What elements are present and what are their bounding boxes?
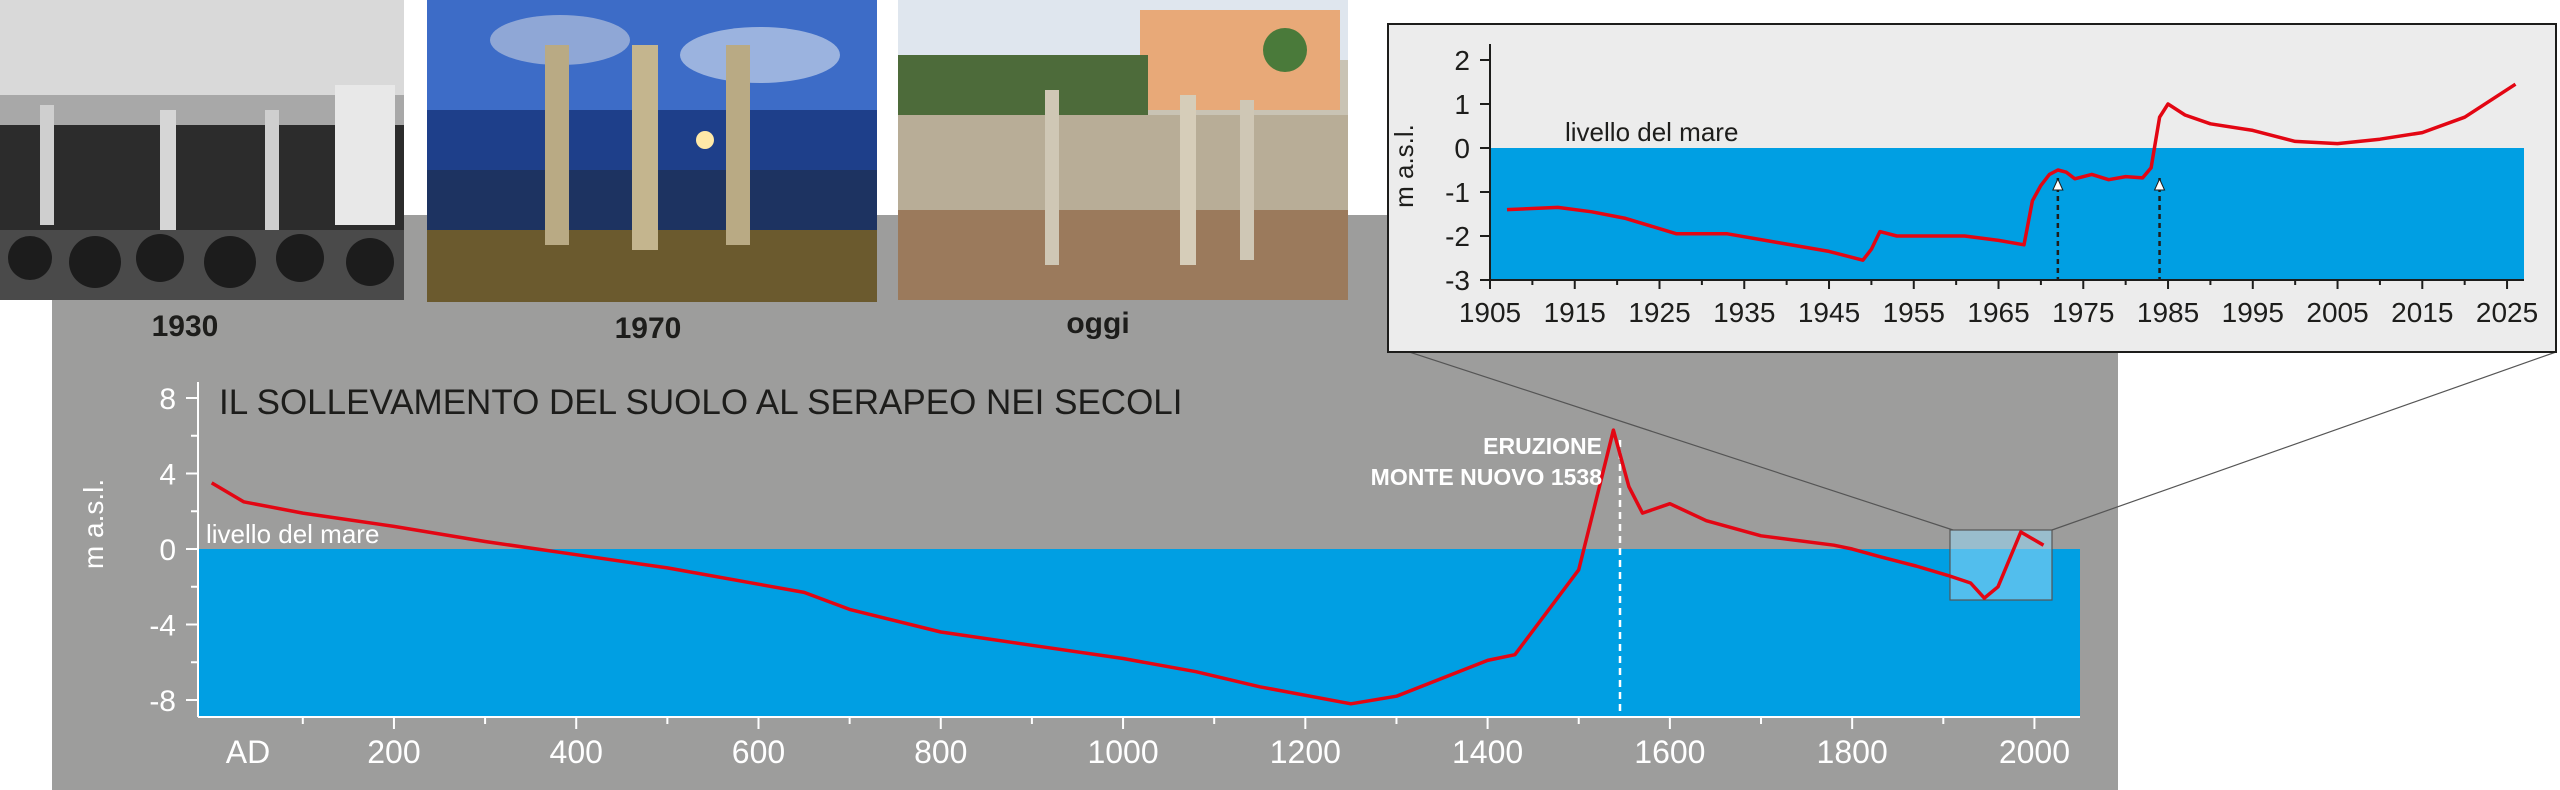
photo-1930 — [0, 0, 404, 300]
inset-chart: 2 1 0 -1 -2 -3 1905 1915 1925 1935 1945 1955 1965 19… — [1387, 23, 2557, 353]
main-x-tick-label: 1600 — [1634, 734, 1705, 770]
main-sea-level-label: livello del mare — [206, 519, 379, 549]
sea-below-level-area — [198, 549, 2080, 717]
main-ad-label: AD — [226, 734, 270, 770]
inset-marker-arrow-icon — [2153, 177, 2166, 191]
inset-x-tick-label: 2005 — [2306, 297, 2368, 328]
main-chart-title: IL SOLLEVAMENTO DEL SUOLO AL SERAPEO NEI… — [219, 383, 1183, 422]
inset-y-tick-label: -2 — [1445, 221, 1470, 252]
main-y-tick-label: 8 — [159, 383, 176, 416]
inset-x-tick-label: 1965 — [1967, 297, 2029, 328]
inset-x-tick-label: 2015 — [2391, 297, 2453, 328]
inset-y-tick-label: 0 — [1454, 133, 1470, 164]
inset-y-tick-label: 1 — [1454, 89, 1470, 120]
main-y-tick-label: 4 — [159, 459, 176, 492]
inset-x-tick-label: 1955 — [1883, 297, 1945, 328]
main-x-tick-label: 800 — [914, 734, 967, 770]
main-series-line — [210, 428, 2045, 706]
main-x-tick-label: 600 — [732, 734, 785, 770]
main-x-tick-label: 1200 — [1270, 734, 1341, 770]
photo-1970 — [427, 0, 877, 302]
inset-x-tick-label: 2025 — [2476, 297, 2538, 328]
main-x-tick-label: 1800 — [1817, 734, 1888, 770]
main-x-tick-label: 1000 — [1087, 734, 1158, 770]
inset-x-tick-label: 1925 — [1628, 297, 1690, 328]
inset-y-axis-label: m a.s.l. — [1389, 124, 1419, 208]
photo-today — [898, 0, 1348, 300]
inset-x-tick-label: 1905 — [1459, 297, 1521, 328]
photo-1930-caption: 1930 — [152, 310, 219, 343]
inset-sea-level-label: livello del mare — [1565, 117, 1738, 147]
inset-x-tick-label: 1995 — [2222, 297, 2284, 328]
inset-y-tick-label: -1 — [1445, 177, 1470, 208]
inset-marker-arrow-icon — [2052, 177, 2064, 191]
inset-y-tick-label: 2 — [1454, 45, 1470, 76]
inset-x-tick-label: 1915 — [1544, 297, 1606, 328]
photo-1970-caption: 1970 — [615, 312, 682, 345]
zoom-connector-top — [1387, 344, 1954, 531]
eruption-label-line2: MONTE NUOVO 1538 — [1371, 464, 1603, 490]
main-x-tick-label: 1400 — [1452, 734, 1523, 770]
zoom-connector-bottom — [2051, 351, 2557, 531]
main-y-tick-label: -8 — [149, 685, 176, 718]
inset-y-tick-label: -3 — [1445, 265, 1470, 296]
main-x-tick-label: 2000 — [1999, 734, 2070, 770]
inset-x-tick-label: 1935 — [1713, 297, 1775, 328]
main-y-tick-label: 0 — [159, 534, 176, 567]
main-y-tick-label: -4 — [149, 610, 176, 643]
main-x-tick-label: 400 — [550, 734, 603, 770]
main-y-axis-label: m a.s.l. — [78, 479, 109, 569]
inset-x-tick-label: 1975 — [2052, 297, 2114, 328]
main-chart: 8 4 0 -4 -8 200 400 600 800 1000 1200 1400 1600 1800… — [78, 382, 2080, 770]
eruption-label-line1: ERUZIONE — [1483, 433, 1602, 459]
photo-today-caption: oggi — [1066, 307, 1129, 340]
inset-x-tick-label: 1985 — [2137, 297, 2199, 328]
main-x-tick-label: 200 — [367, 734, 420, 770]
inset-sea-area — [1490, 148, 2524, 280]
inset-series-line — [1506, 82, 2517, 262]
inset-x-tick-label: 1945 — [1798, 297, 1860, 328]
